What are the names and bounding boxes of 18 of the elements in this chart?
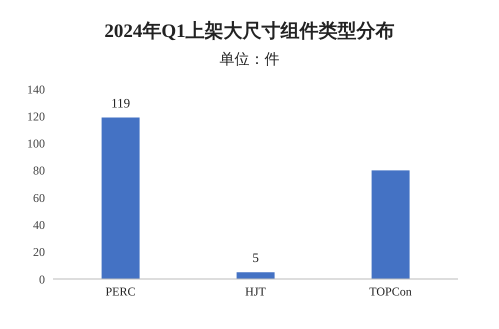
x-tick-label: PERC [105, 284, 136, 299]
y-tick-label: 40 [33, 218, 45, 232]
x-tick-label: TOPCon [369, 284, 412, 299]
y-tick-label: 80 [33, 164, 45, 178]
y-tick-label: 120 [27, 109, 45, 124]
bar [102, 118, 140, 279]
bar [236, 272, 275, 279]
y-tick-label: 60 [33, 190, 45, 205]
y-tick-label: 20 [33, 245, 45, 260]
x-tick-label: HJT [245, 284, 266, 299]
y-tick-label: 100 [27, 136, 45, 151]
y-tick-label: 140 [27, 82, 45, 96]
y-tick-label: 0 [39, 272, 45, 286]
data-label: 5 [252, 250, 259, 266]
bar [372, 170, 410, 279]
data-label: 119 [111, 96, 130, 110]
chart-title: 2024年Q1上架大尺寸组件类型分布 [103, 20, 396, 44]
chart-subtitle: 单位：件 [218, 50, 280, 69]
